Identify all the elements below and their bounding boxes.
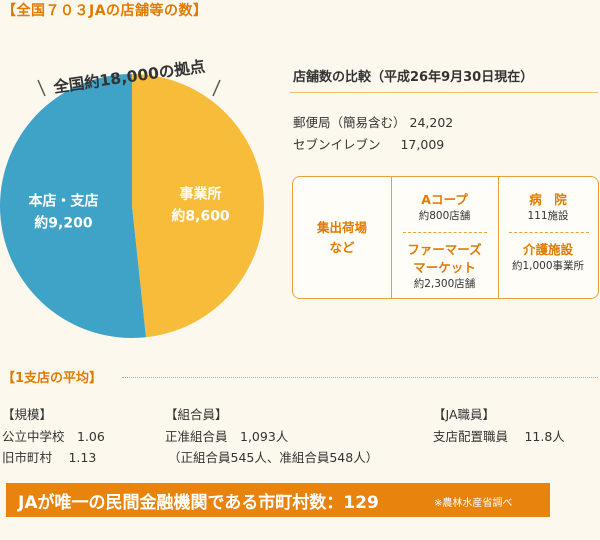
facility-acoop-label: Aコープ: [421, 192, 468, 207]
comparison-title: 店舗数の比較（平成26年9月30日現在）: [293, 70, 534, 85]
section-title: 【全国７０３JAの店舗等の数】: [2, 3, 208, 19]
comparison-row-name: セブンイレブン: [293, 137, 381, 152]
pie-slice: [132, 74, 265, 338]
banner-note: ※農林水産省調べ: [434, 498, 513, 509]
staff-line: 支店配置職員 11.8人: [433, 429, 565, 444]
comparison-row-name: 郵便局（簡易含む）: [293, 115, 406, 130]
facility-hospital-label: 病 院: [529, 192, 567, 207]
comparison-row-value: 24,202: [409, 115, 454, 130]
facilities-box: 集出荷場 など Aコープ 約800店舗 ファーマーズ マーケット 約2,300店…: [292, 176, 599, 299]
comparison-row: 郵便局（簡易含む） 24,202: [293, 112, 453, 131]
averages-divider: [122, 377, 598, 378]
comparison-row-value: 17,009: [400, 137, 445, 152]
scale-line: 公立中学校 1.06: [2, 429, 105, 444]
pie-slice-label: 本店・支店: [28, 193, 98, 210]
members-line: （正組合員545人、准組合員548人）: [168, 450, 379, 465]
pie-title-tick-left: [37, 79, 46, 97]
pie-slice: [0, 74, 146, 338]
banner: JAが唯一の民間金融機関である市町村数：129 ※農林水産省調べ: [6, 483, 550, 517]
facility-farmers-label: ファーマーズ: [407, 242, 482, 257]
members-line: 正准組合員 1,093人: [165, 429, 289, 444]
comparison-divider: [290, 92, 598, 93]
facility-acoop-count: 約800店舗: [418, 210, 471, 222]
staff-heading: 【JA職員】: [433, 407, 496, 422]
facility-care-count: 約1,000事業所: [511, 260, 585, 272]
comparison-row: セブンイレブン 17,009: [293, 134, 444, 153]
pie-chart: 全国約18,000の拠点 事業所 約8,600 本店・支店 約9,200: [0, 30, 290, 350]
members-heading: 【組合員】: [165, 407, 228, 422]
pie-slice-value: 約8,600: [171, 207, 230, 224]
pie-title-tick-right: [212, 79, 221, 97]
facility-care-label: 介護施設: [522, 242, 573, 257]
scale-heading: 【規模】: [2, 407, 53, 422]
banner-text: JAが唯一の民間金融機関である市町村数：129: [18, 493, 379, 513]
facility-farmers-label-2: マーケット: [413, 260, 476, 275]
scale-line: 旧市町村 1.13: [2, 450, 97, 465]
facility-collection-label-2: など: [329, 240, 355, 255]
averages-title: 【1支店の平均】: [2, 371, 103, 386]
facility-collection-label: 集出荷場: [316, 220, 367, 235]
pie-slice-label: 事業所: [180, 185, 222, 202]
facility-farmers-count: 約2,300店舗: [413, 278, 476, 290]
facility-hospital-count: 111施設: [527, 210, 569, 222]
pie-slice-value: 約9,200: [34, 215, 93, 232]
